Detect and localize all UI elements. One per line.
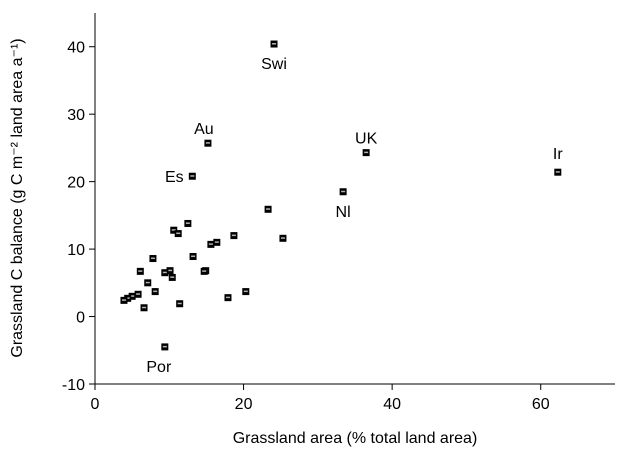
point-highlight [176, 232, 181, 235]
y-tick-label: 10 [67, 242, 85, 259]
point-highlight [138, 270, 143, 272]
point-highlight [243, 290, 248, 293]
point-highlight [364, 151, 369, 154]
point-highlight [214, 241, 219, 243]
point-label: Por [146, 359, 172, 376]
point-highlight [150, 257, 155, 260]
point-highlight [162, 345, 167, 348]
point-highlight [170, 276, 175, 278]
point-highlight [341, 190, 346, 193]
point-label: Swi [261, 56, 287, 73]
point-highlight [190, 175, 195, 177]
y-tick-label: 0 [76, 310, 85, 327]
x-axis-label: Grassland area (% total land area) [233, 430, 478, 447]
point-label: UK [355, 131, 378, 148]
point-highlight [191, 255, 196, 258]
y-tick-label: 40 [67, 40, 85, 57]
point-label: Ir [553, 146, 563, 163]
x-tick-label: 0 [91, 396, 100, 413]
point-highlight [130, 295, 135, 297]
point-highlight [145, 281, 150, 284]
point-highlight [205, 142, 210, 144]
point-label: Au [194, 121, 214, 138]
point-highlight [225, 296, 230, 299]
point-highlight [555, 171, 560, 173]
point-highlight [171, 229, 176, 231]
point-label: Nl [336, 204, 351, 221]
point-highlight [280, 237, 285, 239]
y-tick-label: 30 [67, 107, 85, 124]
point-highlight [177, 302, 182, 305]
point-highlight [162, 271, 167, 274]
x-tick-label: 60 [532, 396, 550, 413]
point-label: Es [165, 169, 184, 186]
point-highlight [208, 243, 213, 245]
x-tick-label: 20 [235, 396, 253, 413]
point-highlight [168, 269, 173, 272]
y-axis-label: Grassland C balance (g C m⁻² land area a… [9, 38, 26, 357]
point-highlight [185, 222, 190, 224]
point-highlight [202, 270, 207, 272]
point-highlight [121, 299, 126, 301]
y-tick-label: 20 [67, 175, 85, 192]
point-highlight [125, 297, 130, 299]
y-tick-label: -10 [62, 377, 85, 394]
point-highlight [272, 43, 277, 45]
point-highlight [142, 306, 147, 309]
point-highlight [266, 208, 271, 210]
point-highlight [136, 293, 141, 295]
point-highlight [153, 290, 158, 293]
point-highlight [231, 234, 236, 237]
x-tick-label: 40 [383, 396, 401, 413]
